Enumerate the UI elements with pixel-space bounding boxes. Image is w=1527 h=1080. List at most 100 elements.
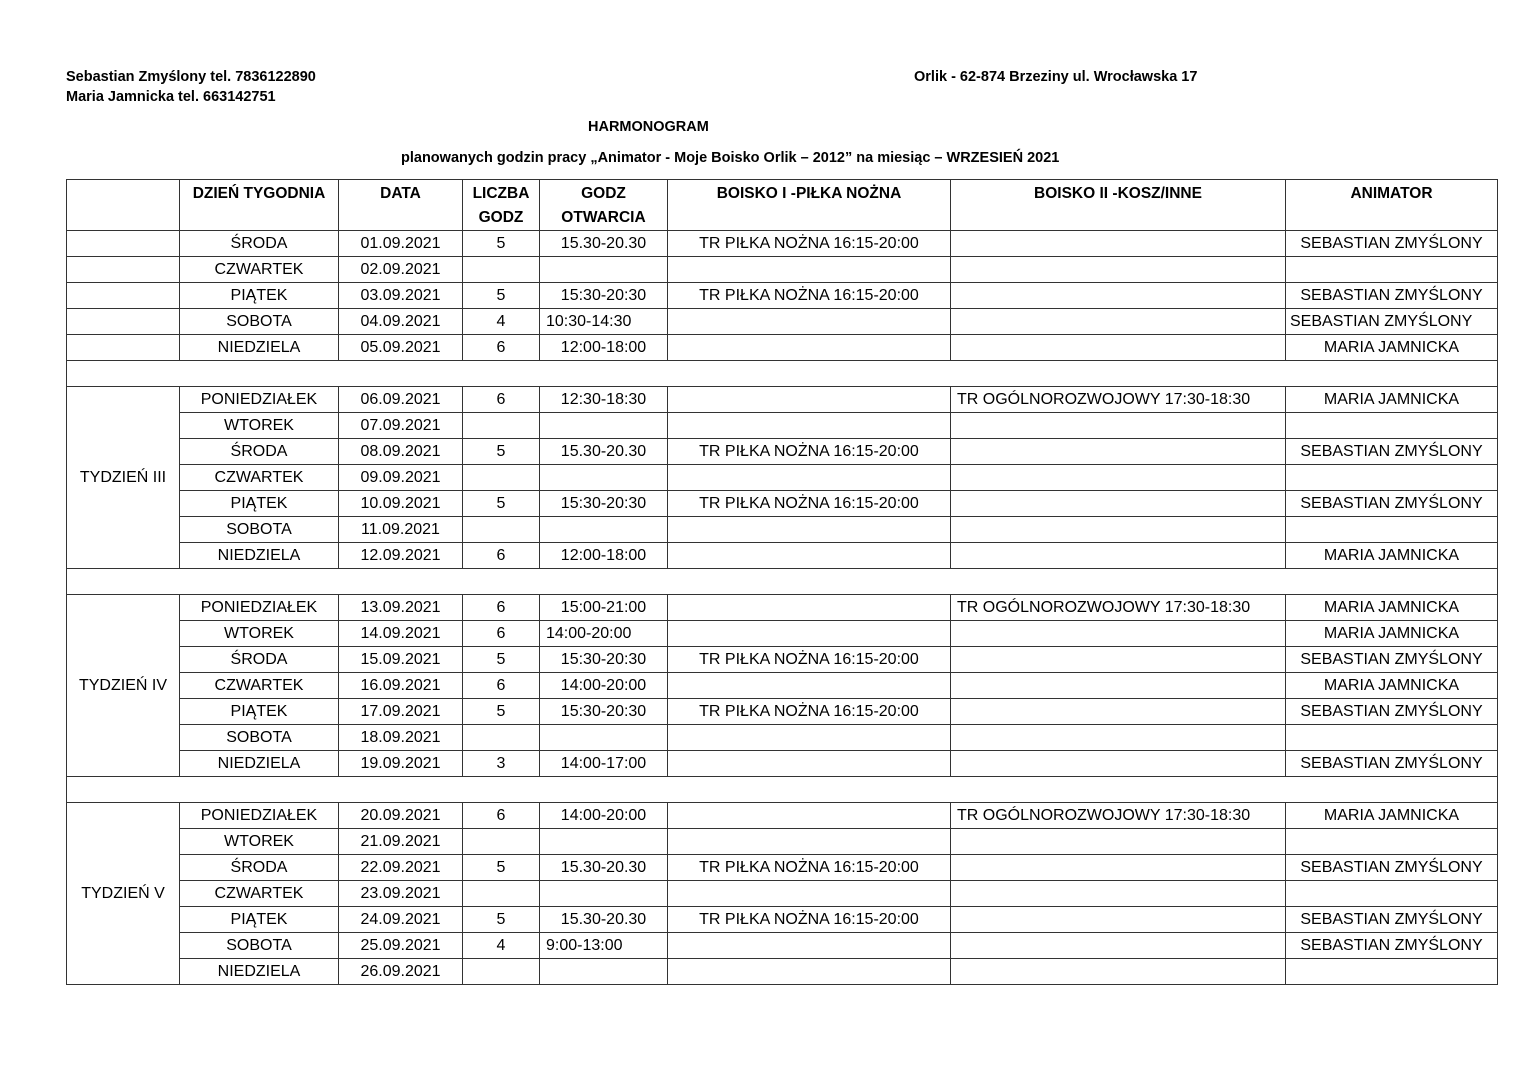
cell-animator	[1285, 880, 1498, 907]
cell-field-2-basketball-other: TR OGÓLNOROZWOJOWY 17:30-18:30	[950, 386, 1286, 413]
cell-date: 02.09.2021	[338, 256, 463, 283]
cell-field-2-basketball-other	[950, 516, 1286, 543]
cell-day-of-week: PIĄTEK	[179, 698, 339, 725]
cell-field-1-football: TR PIŁKA NOŻNA 16:15-20:00	[667, 698, 951, 725]
cell-day-of-week: NIEDZIELA	[179, 958, 339, 985]
cell-day-of-week: CZWARTEK	[179, 880, 339, 907]
week-label: TYDZIEŃ IV	[66, 594, 180, 777]
cell-opening-hours: 14:00-20:00	[539, 672, 668, 699]
cell-date: 12.09.2021	[338, 542, 463, 569]
table-row: TYDZIEŃ III PONIEDZIAŁEK 06.09.2021 6 12:30-…	[66, 386, 1498, 569]
cell-field-1-football	[667, 802, 951, 829]
table-row: PIĄTEK 24.09.2021 5 15.30-20.30 TR PIŁKA NOŻ…	[67, 906, 1498, 933]
cell-field-2-basketball-other	[950, 490, 1286, 517]
cell-hours-count: 6	[462, 386, 540, 413]
table-row: SOBOTA 04.09.2021 4 10:30-14:30 SEBASTIAN ZM…	[66, 308, 1498, 335]
cell-field-2-basketball-other	[950, 854, 1286, 881]
table-row: CZWARTEK 09.09.2021	[67, 464, 1498, 491]
cell-animator	[1285, 516, 1498, 543]
cell-date: 15.09.2021	[338, 646, 463, 673]
cell-hours-count: 5	[462, 906, 540, 933]
cell-day-of-week: CZWARTEK	[179, 256, 339, 283]
cell-field-1-football	[667, 386, 951, 413]
separator-row	[66, 776, 1498, 803]
cell-field-1-football	[667, 256, 951, 283]
table-row: ŚRODA 22.09.2021 5 15.30-20.30 TR PIŁKA NOŻN…	[67, 854, 1498, 881]
document-title: HARMONOGRAM	[588, 119, 709, 135]
cell-field-2-basketball-other	[950, 412, 1286, 439]
table-row: ŚRODA 15.09.2021 5 15:30-20:30 TR PIŁKA NOŻN…	[67, 646, 1498, 673]
cell-field-2-basketball-other	[950, 230, 1286, 257]
contact-1: Sebastian Zmyślony tel. 7836122890	[66, 69, 316, 85]
cell-hours-count	[462, 464, 540, 491]
cell-field-2-basketball-other	[950, 256, 1286, 283]
cell-hours-count: 6	[462, 334, 540, 361]
cell-hours-count	[462, 516, 540, 543]
cell-opening-hours: 15.30-20.30	[539, 230, 668, 257]
cell-day-of-week: PONIEDZIAŁEK	[179, 802, 339, 829]
cell-day-of-week: NIEDZIELA	[179, 750, 339, 777]
cell-field-2-basketball-other	[950, 932, 1286, 959]
cell-hours-count: 6	[462, 594, 540, 621]
cell-field-2-basketball-other	[950, 906, 1286, 933]
cell-field-1-football	[667, 672, 951, 699]
cell-date: 11.09.2021	[338, 516, 463, 543]
cell-field-2-basketball-other	[950, 724, 1286, 751]
table-row: TYDZIEŃ V PONIEDZIAŁEK 20.09.2021 6 14:00-20…	[66, 802, 1498, 985]
cell-day-of-week: CZWARTEK	[179, 464, 339, 491]
cell-field-1-football	[667, 750, 951, 777]
cell-opening-hours	[539, 958, 668, 985]
column-header-week	[66, 179, 180, 231]
table-row: NIEDZIELA 12.09.2021 6 12:00-18:00 MARIA JAM…	[67, 542, 1498, 569]
cell-date: 07.09.2021	[338, 412, 463, 439]
cell-hours-count: 5	[462, 230, 540, 257]
cell-day-of-week: PONIEDZIAŁEK	[179, 594, 339, 621]
cell-opening-hours: 15.30-20.30	[539, 438, 668, 465]
cell-opening-hours: 14:00-20:00	[539, 620, 668, 647]
cell-day-of-week: WTOREK	[179, 412, 339, 439]
cell-animator: SEBASTIAN ZMYŚLONY	[1285, 490, 1498, 517]
cell-field-1-football	[667, 724, 951, 751]
cell-hours-count	[462, 828, 540, 855]
cell-field-2-basketball-other	[950, 542, 1286, 569]
cell-field-2-basketball-other	[950, 698, 1286, 725]
cell-date: 25.09.2021	[338, 932, 463, 959]
cell-field-2-basketball-other	[950, 282, 1286, 309]
cell-hours-count: 5	[462, 490, 540, 517]
cell-day-of-week: PIĄTEK	[179, 490, 339, 517]
column-header-animator: ANIMATOR	[1285, 179, 1498, 231]
cell-animator: SEBASTIAN ZMYŚLONY	[1285, 282, 1498, 309]
cell-date: 13.09.2021	[338, 594, 463, 621]
cell-field-1-football	[667, 958, 951, 985]
cell-day-of-week: SOBOTA	[179, 932, 339, 959]
cell-day-of-week: CZWARTEK	[179, 672, 339, 699]
cell-field-2-basketball-other	[950, 828, 1286, 855]
cell-field-1-football: TR PIŁKA NOŻNA 16:15-20:00	[667, 282, 951, 309]
cell-day-of-week: SOBOTA	[179, 516, 339, 543]
week-label	[66, 230, 180, 257]
table-row: SOBOTA 11.09.2021	[67, 516, 1498, 543]
cell-opening-hours: 12:00-18:00	[539, 542, 668, 569]
cell-date: 24.09.2021	[338, 906, 463, 933]
cell-hours-count: 5	[462, 438, 540, 465]
cell-day-of-week: ŚRODA	[179, 438, 339, 465]
table-row: NIEDZIELA 19.09.2021 3 14:00-17:00 SEBASTIAN…	[67, 750, 1498, 777]
cell-day-of-week: WTOREK	[179, 620, 339, 647]
cell-date: 03.09.2021	[338, 282, 463, 309]
cell-date: 10.09.2021	[338, 490, 463, 517]
cell-hours-count: 5	[462, 646, 540, 673]
table-row: SOBOTA 18.09.2021	[67, 724, 1498, 751]
week-label	[66, 334, 180, 361]
cell-field-1-football: TR PIŁKA NOŻNA 16:15-20:00	[667, 646, 951, 673]
cell-field-2-basketball-other	[950, 750, 1286, 777]
cell-animator: MARIA JAMNICKA	[1285, 672, 1498, 699]
table-row: CZWARTEK 16.09.2021 6 14:00-20:00 MARIA JAMN…	[67, 672, 1498, 699]
table-row: WTOREK 14.09.2021 6 14:00-20:00 MARIA JAMNIC…	[67, 620, 1498, 647]
cell-opening-hours	[539, 724, 668, 751]
table-row: CZWARTEK 02.09.2021	[66, 256, 1498, 283]
cell-opening-hours	[539, 880, 668, 907]
cell-hours-count: 4	[462, 932, 540, 959]
cell-field-1-football	[667, 308, 951, 335]
week-label	[66, 256, 180, 283]
cell-opening-hours	[539, 828, 668, 855]
